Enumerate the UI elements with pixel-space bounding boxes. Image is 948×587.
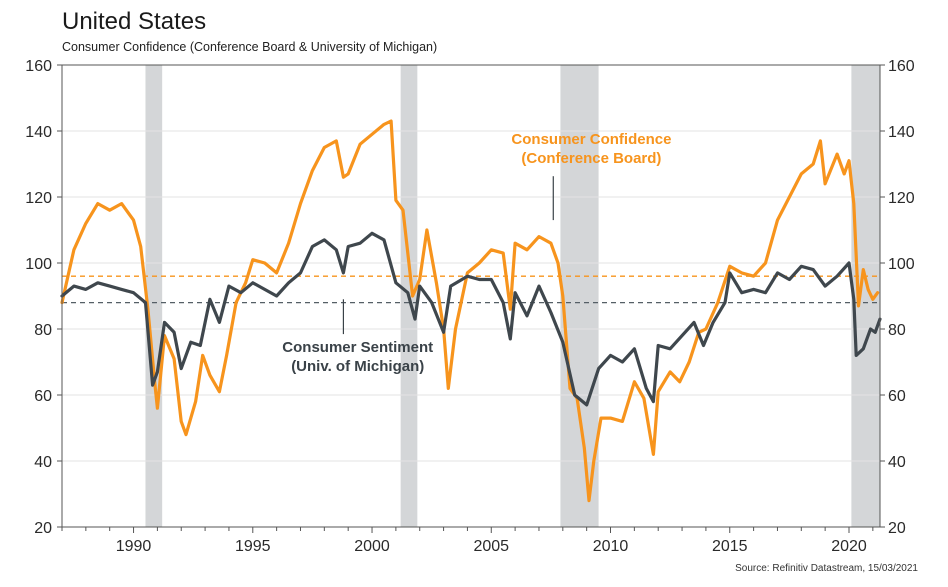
x-tick-label: 2000 [354,538,390,555]
y-tick-label: 80 [34,322,52,339]
annotation-label-univ-michigan: (Univ. of Michigan) [291,358,424,375]
annotation-label-conference-board: (Conference Board) [521,150,661,167]
source-note: Source: Refinitiv Datastream, 15/03/2021 [735,563,918,574]
series-line-univ-michigan [60,231,882,407]
axes: 20 40 60 80 100 120 140 160 20 40 60 80 100 120 140 160… [25,58,915,555]
plot-frame [61,64,881,528]
series-lines [60,119,882,503]
x-tick-label: 2015 [712,538,748,555]
x-tick-label: 2020 [831,538,867,555]
y-tick-label-right: 40 [888,454,906,471]
x-tick-label: 2005 [473,538,509,555]
y-tick-label: 20 [34,520,52,537]
series-line-conference-board [60,119,880,503]
annotation-label-univ-michigan: Consumer Sentiment [282,339,433,356]
annotation-label-conference-board: Consumer Confidence [511,131,671,148]
x-tick-label: 1990 [116,538,152,555]
y-tick-label: 120 [25,190,52,207]
y-tick-label: 60 [34,388,52,405]
y-tick-label: 100 [25,256,52,273]
y-tick-label-right: 80 [888,322,906,339]
y-tick-label: 40 [34,454,52,471]
annotations: Consumer Confidence (Conference Board) Con… [282,131,671,375]
chart-title: United States [62,8,207,35]
y-tick-label-right: 160 [888,58,915,75]
x-tick-label: 2010 [593,538,629,555]
y-tick-label-right: 100 [888,256,915,273]
x-tick-label: 1995 [235,538,271,555]
y-tick-label-right: 60 [888,388,906,405]
recession-band [145,65,163,527]
y-tick-label: 160 [25,58,52,75]
y-tick-label: 140 [25,124,52,141]
y-tick-label-right: 140 [888,124,915,141]
y-tick-label-right: 120 [888,190,915,207]
recession-band [560,65,599,527]
y-tick-label-right: 20 [888,520,906,537]
chart-subtitle: Consumer Confidence (Conference Board & … [62,40,438,54]
grid-lines [62,130,880,462]
